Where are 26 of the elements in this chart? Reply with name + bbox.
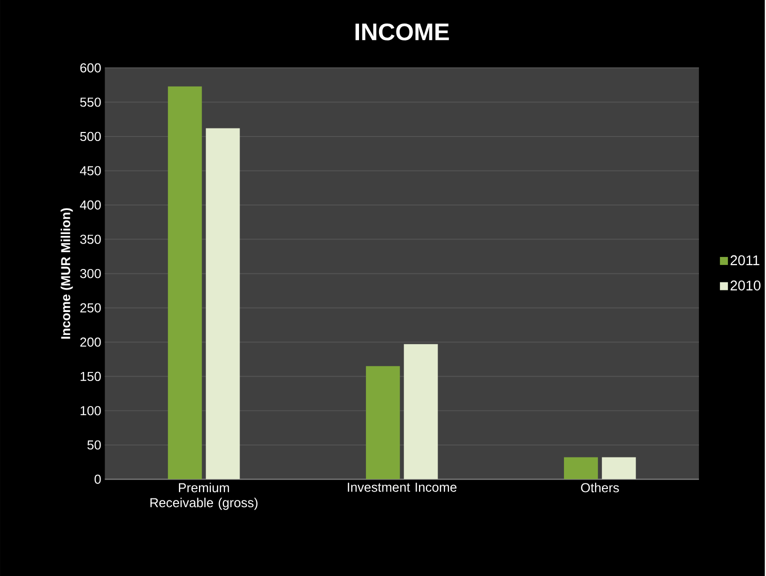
y-axis-title: Income (MUR Million)	[60, 208, 73, 339]
bar	[366, 366, 400, 480]
x-tick-label: Others	[581, 482, 619, 492]
y-tick-label: 100	[80, 406, 101, 416]
legend-label: 2010	[730, 280, 760, 290]
y-tick-label: 0	[94, 474, 101, 484]
x-tick-label: Investment Income	[348, 482, 456, 492]
legend-label: 2011	[730, 255, 760, 266]
bar	[564, 457, 598, 480]
bar	[206, 128, 240, 480]
chart-title: INCOME	[356, 23, 449, 40]
y-tick-label: 500	[80, 132, 101, 141]
y-tick-label: 300	[80, 268, 101, 278]
y-tick-label: 250	[80, 303, 101, 312]
y-tick-label: 450	[80, 166, 101, 176]
y-tick-label: 600	[80, 63, 101, 72]
y-tick-label: 200	[80, 337, 101, 347]
y-tick-label: 150	[80, 372, 101, 381]
bar	[168, 86, 202, 480]
y-tick-label: 350	[80, 234, 101, 244]
bar	[602, 457, 636, 480]
y-tick-label: 400	[80, 200, 101, 210]
bar	[404, 344, 438, 480]
y-tick-label: 550	[80, 98, 101, 107]
y-tick-label: 50	[87, 440, 101, 450]
x-tick-label: Premium Receivable (gross)	[150, 482, 258, 510]
